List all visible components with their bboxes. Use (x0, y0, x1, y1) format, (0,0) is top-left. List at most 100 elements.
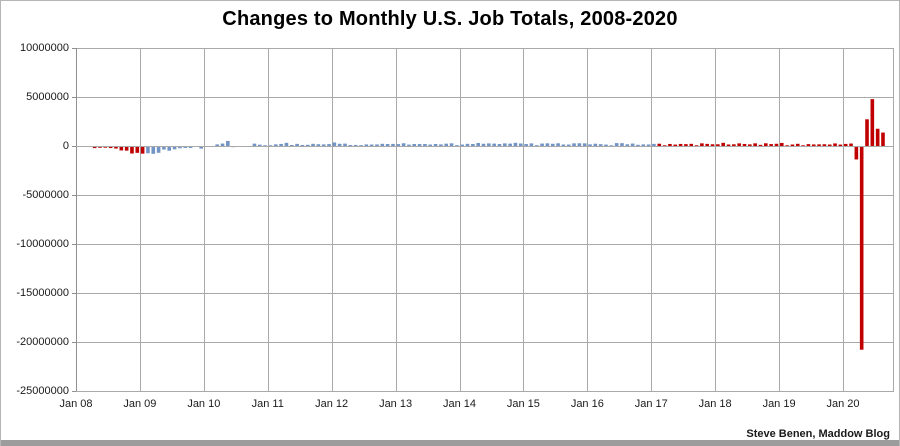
chart-bar (646, 144, 651, 146)
chart-bar (806, 144, 811, 146)
chart-bar (460, 144, 464, 146)
chart-bar (273, 144, 278, 146)
chart-bar (620, 143, 624, 146)
y-tick-label: -5000000 (22, 189, 70, 201)
chart-bar (321, 144, 326, 146)
chart-bar (758, 144, 763, 146)
chart-bar (343, 143, 347, 146)
chart-bar (108, 146, 113, 149)
chart-bar (636, 144, 640, 146)
chart-bar (497, 144, 502, 146)
chart-bar (455, 145, 459, 146)
chart-bar (604, 144, 608, 146)
chart-bar (726, 144, 731, 146)
chart-bar (369, 144, 374, 146)
chart-bar (433, 144, 438, 146)
chart-bar (838, 144, 843, 146)
y-tick-label: -10000000 (16, 238, 69, 250)
chart-bar (822, 144, 827, 146)
chart-bar (524, 144, 528, 146)
chart-bar (684, 144, 688, 146)
chart-bar (795, 143, 800, 146)
chart-bar (652, 143, 656, 146)
x-tick-label: Jan 14 (442, 398, 477, 410)
chart-bar (417, 144, 422, 146)
chart-bar (119, 146, 124, 151)
chart-bar (92, 146, 97, 149)
chart-bar (268, 145, 273, 146)
chart-bar (833, 143, 837, 146)
chart-bar (668, 143, 672, 146)
chart-bar (881, 132, 885, 146)
chart-bar (140, 146, 145, 154)
x-tick-label: Jan 11 (251, 398, 284, 410)
chart-bar (513, 142, 518, 146)
y-tick-label: 5000000 (26, 91, 69, 103)
chart-bar (300, 144, 305, 146)
chart-bar (561, 144, 566, 146)
chart-bar (710, 144, 715, 146)
chart-bar (678, 143, 683, 146)
chart-bar (764, 143, 768, 146)
chart-bar (503, 143, 507, 146)
chart-bar (289, 145, 294, 146)
x-tick-label: Jan 16 (570, 398, 604, 410)
chart-bar (785, 145, 789, 146)
chart-bar (716, 144, 720, 146)
chart-bar (481, 143, 486, 146)
y-tick-label: -15000000 (16, 287, 69, 299)
chart-bar (199, 146, 204, 149)
chart-bar (279, 143, 283, 146)
chart-bar (721, 142, 725, 146)
chart-bar (769, 144, 773, 146)
chart-bar (348, 145, 353, 146)
chart-bar (252, 143, 257, 146)
chart-bar (577, 143, 582, 146)
chart-bar (226, 140, 230, 146)
x-tick-label: Jan 15 (506, 398, 540, 410)
chart-bar (130, 146, 134, 154)
chart-bar (753, 143, 757, 146)
x-tick-label: Jan 08 (59, 398, 93, 410)
chart-bar (284, 142, 289, 146)
chart-bar (529, 143, 534, 146)
chart-bar (625, 144, 630, 146)
chart-bar (614, 143, 619, 146)
chart-bar (396, 144, 401, 146)
x-tick-label: Jan 18 (698, 398, 732, 410)
chart-bar (263, 145, 267, 146)
chart-bar (215, 144, 219, 146)
chart-bar (407, 144, 411, 146)
chart-bar (439, 144, 443, 146)
y-tick-label: -25000000 (16, 385, 69, 397)
chart-bar (748, 144, 752, 146)
chart-bar (316, 144, 321, 146)
chart-bar (385, 144, 390, 146)
chart-bar (151, 146, 156, 154)
chart-bar (827, 144, 832, 146)
chart-bar (694, 145, 699, 146)
chart-bar (534, 145, 539, 146)
plot-svg (72, 48, 894, 392)
chart-bar (305, 144, 310, 146)
chart-bar (135, 146, 140, 153)
plot-area (72, 48, 894, 392)
chart-bar (556, 143, 560, 146)
chart-bar (508, 143, 512, 146)
chart-bar (662, 145, 667, 146)
chart-bar (487, 143, 491, 146)
chart-bar (146, 146, 150, 154)
chart-bar (811, 144, 816, 146)
chart-bar (295, 143, 299, 146)
chart-bar (875, 128, 880, 146)
chart-bar (588, 144, 592, 146)
chart-bar (598, 144, 603, 146)
chart-bar (337, 143, 342, 146)
chart-bar (582, 143, 587, 146)
chart-bar (630, 143, 635, 146)
chart-bar (401, 143, 406, 146)
chart-bar (550, 143, 555, 146)
chart-bar (609, 145, 614, 146)
chart-bar (774, 143, 779, 146)
chart-bar (449, 143, 454, 146)
